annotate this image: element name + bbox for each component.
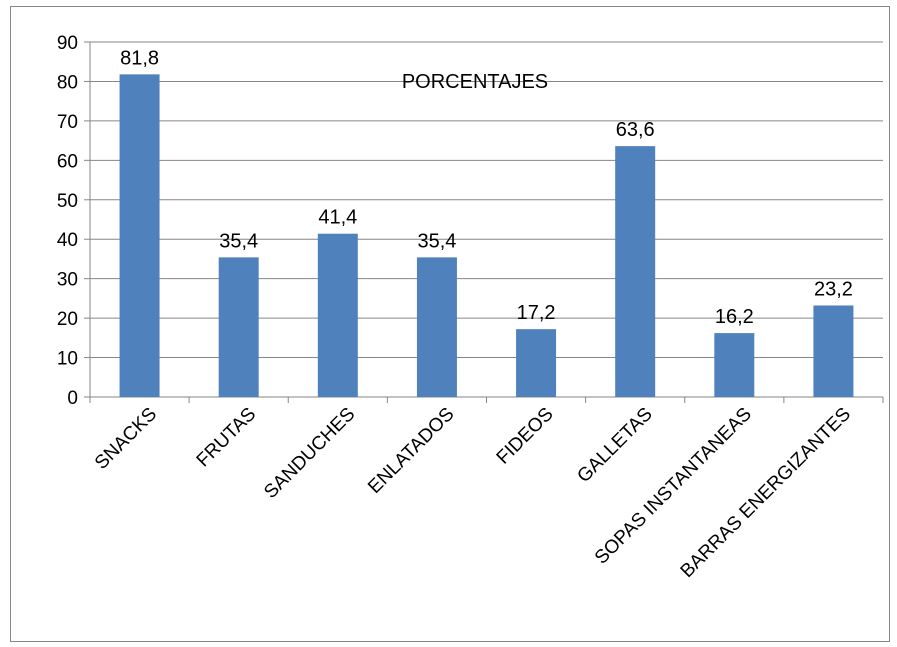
category-label: FIDEOS xyxy=(493,404,558,469)
y-tick-label: 40 xyxy=(57,230,78,251)
data-label: 35,4 xyxy=(417,230,456,252)
data-label: 35,4 xyxy=(219,230,258,252)
category-label: GALLETAS xyxy=(573,404,656,487)
data-label: 81,8 xyxy=(120,47,159,69)
y-tick-label: 0 xyxy=(67,388,78,409)
y-tick-label: 90 xyxy=(57,33,78,54)
category-label: ENLATADOS xyxy=(364,404,458,498)
y-tick-label: 80 xyxy=(57,72,78,93)
data-label: 16,2 xyxy=(715,306,754,328)
category-label: SOPAS INSTANTANEAS xyxy=(591,404,756,569)
category-label: BARRAS ENERGIZANTES xyxy=(677,404,855,582)
bar xyxy=(218,257,259,397)
y-tick-labels: 0 10 20 30 40 50 60 70 80 90 xyxy=(57,33,78,409)
chart-title: PORCENTAJES xyxy=(402,71,548,93)
category-label: SNACKS xyxy=(91,404,161,474)
category-label: SANDUCHES xyxy=(260,404,359,503)
y-tick-label: 30 xyxy=(57,270,78,291)
y-tick-label: 70 xyxy=(57,112,78,133)
data-label: 41,4 xyxy=(318,207,357,229)
data-label: 17,2 xyxy=(517,302,556,324)
y-tick-label: 10 xyxy=(57,349,78,370)
bar xyxy=(714,333,755,397)
y-tick-label: 50 xyxy=(57,191,78,212)
bar xyxy=(317,233,358,397)
data-label: 63,6 xyxy=(616,119,655,141)
bar xyxy=(516,329,557,397)
data-label: 23,2 xyxy=(814,278,853,300)
y-tick-label: 60 xyxy=(57,151,78,172)
category-labels: SNACKS FRUTAS SANDUCHES ENLATADOS FIDEOS GALL… xyxy=(91,404,855,582)
data-labels: 81,8 35,4 41,4 35,4 17,2 63,6 16,2 23,2 xyxy=(120,47,853,328)
bar xyxy=(416,257,457,397)
category-label: FRUTAS xyxy=(193,404,261,472)
bar xyxy=(813,305,854,397)
y-tick-label: 20 xyxy=(57,309,78,330)
bars xyxy=(119,74,854,397)
bar xyxy=(615,146,656,397)
axes xyxy=(84,41,884,403)
bar xyxy=(119,74,160,397)
